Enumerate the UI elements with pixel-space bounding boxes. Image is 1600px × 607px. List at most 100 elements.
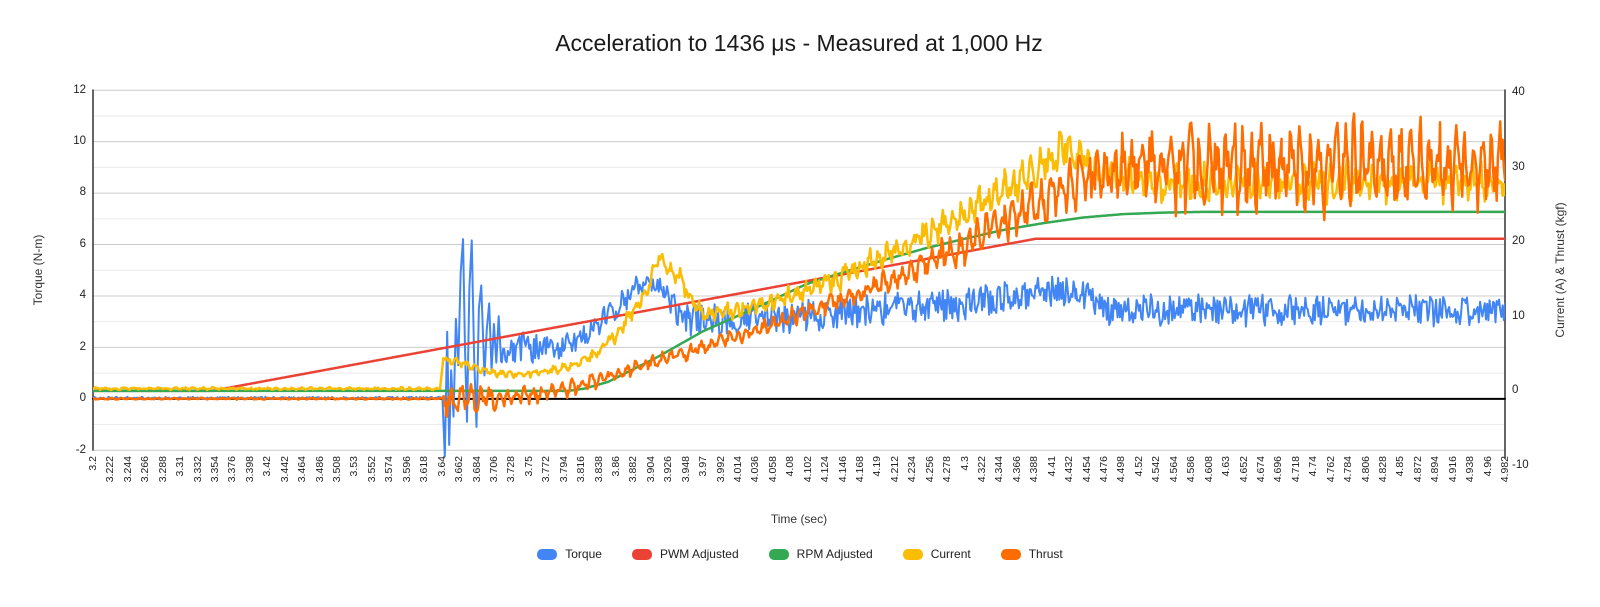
right-axis-tick-label: 0 <box>1512 384 1519 397</box>
legend-item[interactable]: PWM Adjusted <box>631 547 739 561</box>
x-axis-tick-label: 3.244 <box>121 456 134 483</box>
x-axis-tick-label: 4.828 <box>1376 456 1389 483</box>
legend-item[interactable]: Thrust <box>1000 547 1063 561</box>
x-axis-tick-label: 3.97 <box>697 456 710 477</box>
x-axis-title: Time (sec) <box>770 512 828 526</box>
x-axis-tick-label: 3.816 <box>575 456 588 483</box>
x-axis-tick-label: 4.014 <box>731 456 744 483</box>
legend-item[interactable]: RPM Adjusted <box>768 547 873 561</box>
x-axis-tick-label: 3.266 <box>139 456 152 483</box>
x-axis-tick-label: 4.63 <box>1220 456 1233 477</box>
x-axis-tick-label: 3.53 <box>348 456 361 477</box>
x-axis-tick-label: 4.872 <box>1411 456 1424 483</box>
right-axis-tick-label: 20 <box>1512 235 1525 248</box>
x-axis-tick-label: 4.762 <box>1324 456 1337 483</box>
x-axis-tick-label: 4.718 <box>1289 456 1302 483</box>
legend-item[interactable]: Current <box>902 547 971 561</box>
x-axis-tick-label: 3.684 <box>470 456 483 483</box>
x-axis-tick-label: 4.234 <box>906 456 919 483</box>
x-axis-tick-label: 4.476 <box>1098 456 1111 483</box>
x-axis-tick-label: 3.288 <box>156 456 169 483</box>
x-axis-tick-label: 3.904 <box>644 456 657 483</box>
left-axis-tick-label: 4 <box>79 289 86 302</box>
legend-swatch <box>631 548 652 560</box>
legend-label: Thrust <box>1028 547 1063 561</box>
x-axis-tick-label: 3.222 <box>104 456 117 483</box>
x-axis-tick-label: 3.508 <box>331 456 344 483</box>
x-axis-tick-label: 4.806 <box>1359 456 1372 483</box>
left-axis-tick-label: 2 <box>79 340 86 353</box>
x-axis-tick-label: 4.278 <box>941 456 954 483</box>
x-axis-tick-label: 3.442 <box>278 456 291 483</box>
x-axis-tick-label: 4.322 <box>976 456 989 483</box>
x-axis-tick-label: 4.52 <box>1132 456 1145 477</box>
chart-title: Acceleration to 1436 μs - Measured at 1,… <box>555 30 1043 56</box>
right-axis-tick-label: 10 <box>1512 309 1525 322</box>
x-axis-tick-label: 4.344 <box>993 456 1006 483</box>
x-axis-tick-label: 4.3 <box>958 456 971 471</box>
x-axis-tick-label: 3.948 <box>679 456 692 483</box>
x-axis-tick-label: 4.366 <box>1010 456 1023 483</box>
x-axis-tick-label: 4.696 <box>1272 456 1285 483</box>
right-axis-tick-label: 30 <box>1512 160 1525 173</box>
x-axis-tick-label: 3.552 <box>365 456 378 483</box>
x-axis-tick-label: 3.86 <box>609 456 622 477</box>
x-axis-tick-label: 4.982 <box>1499 456 1511 483</box>
x-axis-tick-label: 3.838 <box>592 456 605 483</box>
legend-swatch <box>902 548 923 560</box>
x-axis-tick-label: 3.794 <box>557 456 570 483</box>
x-axis-tick-label: 4.608 <box>1202 456 1215 483</box>
x-axis-tick-label: 3.574 <box>383 456 396 483</box>
x-axis-tick-label: 3.882 <box>627 456 640 483</box>
x-axis-tick-label: 4.916 <box>1446 456 1459 483</box>
x-axis-tick-label: 4.19 <box>871 456 884 477</box>
x-axis-tick-label: 3.75 <box>522 456 535 477</box>
right-axis-tick-label: 40 <box>1512 86 1525 99</box>
x-axis-tick-label: 4.08 <box>784 456 797 477</box>
x-axis-tick-label: 4.102 <box>801 456 814 483</box>
x-axis-tick-label: 4.036 <box>749 456 762 483</box>
x-axis-tick-label: 4.564 <box>1167 456 1180 483</box>
x-axis-tick-label: 4.652 <box>1237 456 1250 483</box>
left-axis-tick-label: 6 <box>79 237 86 250</box>
x-axis-tick-label: 3.618 <box>418 456 431 483</box>
x-axis-tick-label: 3.2 <box>87 456 99 471</box>
x-axis-tick-label: 3.992 <box>714 456 727 483</box>
x-axis-tick-label: 3.332 <box>191 456 204 483</box>
x-axis-tick-label: 3.662 <box>453 456 466 483</box>
x-axis-tick-label: 4.256 <box>923 456 936 483</box>
x-axis-tick-label: 3.728 <box>505 456 518 483</box>
x-axis-tick-label: 4.146 <box>836 456 849 483</box>
x-axis-tick-label: 4.938 <box>1464 456 1477 483</box>
x-axis-tick-label: 4.388 <box>1028 456 1041 483</box>
x-axis-tick-label: 3.926 <box>662 456 675 483</box>
left-axis-tick-label: 12 <box>73 83 86 96</box>
x-axis-tick-label: 4.058 <box>766 456 779 483</box>
x-axis-tick-label: 4.41 <box>1045 456 1058 477</box>
x-axis-tick-label: 4.454 <box>1080 456 1093 483</box>
x-axis-tick-label: 3.42 <box>261 456 274 477</box>
x-axis-tick-label: 4.586 <box>1185 456 1198 483</box>
legend-label: Torque <box>565 547 602 561</box>
legend-item[interactable]: Torque <box>537 547 602 561</box>
left-axis-tick-label: 8 <box>79 186 86 199</box>
x-axis-tick-label: 3.706 <box>487 456 500 483</box>
x-axis-tick-label: 3.398 <box>243 456 256 483</box>
legend-label: Current <box>930 547 971 561</box>
left-axis-tick-label: -2 <box>75 443 86 456</box>
x-axis-tick-label: 3.64 <box>435 456 448 477</box>
x-axis-tick-label: 4.96 <box>1481 456 1494 477</box>
x-axis-tick-label: 3.376 <box>226 456 239 483</box>
x-axis-tick-label: 4.168 <box>854 456 866 483</box>
left-axis-tick-label: 10 <box>73 134 86 147</box>
x-axis-tick-label: 4.74 <box>1307 456 1320 477</box>
x-axis-tick-label: 3.596 <box>400 456 413 483</box>
x-axis-tick-label: 3.464 <box>296 456 309 483</box>
x-axis-tick-label: 4.784 <box>1342 456 1355 483</box>
left-axis-tick-label: 0 <box>79 392 86 405</box>
x-axis-tick-label: 4.894 <box>1429 456 1442 483</box>
legend-swatch <box>1000 548 1021 560</box>
x-axis-tick-label: 3.31 <box>174 456 187 477</box>
